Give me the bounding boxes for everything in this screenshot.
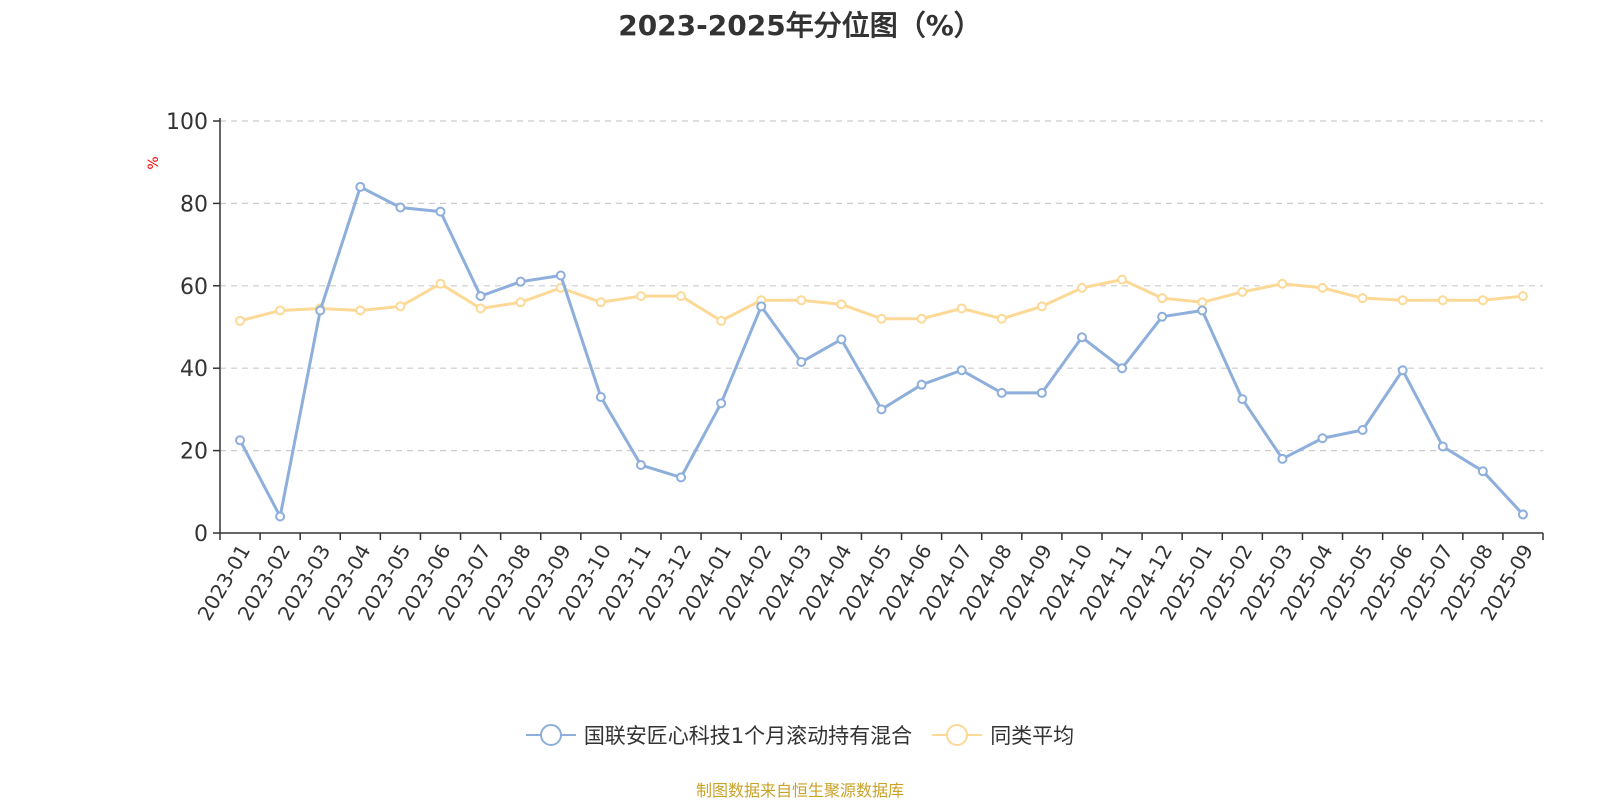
series-2-point [876,313,887,324]
series-1-point [1277,453,1288,464]
legend-item-series-1[interactable]: 国联安匠心科技1个月滚动持有混合 [525,720,913,750]
series-1-point [1197,305,1208,316]
y-tick-label: 40 [180,357,208,382]
series-2 [235,274,1528,326]
y-tick-label: 100 [166,110,208,135]
series-2-point [1357,293,1368,304]
series-2-point [676,291,687,302]
series-1 [235,181,1528,522]
legend-label-series-1: 国联安匠心科技1个月滚动持有混合 [583,724,913,748]
series-2-point [395,301,406,312]
series-1-point [836,334,847,345]
series-1-point [916,379,927,390]
series-2-point [275,305,286,316]
series-2-point [1317,282,1328,293]
series-1-point [1237,394,1248,405]
series-1-point [796,357,807,368]
series-1-point [1317,433,1328,444]
series-1-point [1117,363,1128,374]
legend-line-circle-icon [932,724,983,746]
series-1-point [475,291,486,302]
series-2-point [716,315,727,326]
series-2-point [1197,297,1208,308]
series-2-point [796,295,807,306]
series-2-point [1437,295,1448,306]
series-2-point [1036,301,1047,312]
series-1-point [996,387,1007,398]
axes: 0204060801002023-012023-022023-032023-04… [166,110,1544,625]
series-1-point [1357,425,1368,435]
legend-label-series-2: 同类平均 [990,724,1075,748]
legend-line-circle-icon [525,724,576,746]
series-2-point [1237,286,1248,297]
series-1-point [595,392,606,403]
series-1-point [876,404,887,415]
series-1-line [238,185,1525,519]
gridlines [220,120,1543,452]
y-tick-label: 20 [180,440,208,465]
series-2-point [1076,282,1087,293]
y-axis-unit-label: % [146,156,162,169]
series-1-point [315,305,326,316]
series-2-point [235,315,246,326]
series-2-point [1517,291,1528,302]
series-1-point [1036,387,1047,398]
series-2-point [1277,278,1288,289]
series-1-point [1076,332,1087,343]
series-2-point [1117,274,1128,285]
series-2-point [515,297,526,308]
series-1-point [635,460,646,471]
series-1-point [515,276,526,287]
series-1-point [555,270,566,281]
series-1-point [956,365,967,376]
chart-title: 2023-2025年分位图（%） [618,9,982,42]
series-2-point [836,299,847,310]
series-1-point [756,301,767,312]
series-1-point [235,435,246,446]
series-1-point [1157,311,1168,322]
series-2-point [475,303,486,314]
series-1-point [676,472,687,483]
series-lines [235,181,1528,522]
series-2-point [595,297,606,308]
series-1-point [435,206,446,217]
series-1-point [1437,441,1448,452]
series-2-point [1157,293,1168,304]
series-1-point [395,202,406,213]
legend-item-series-2[interactable]: 同类平均 [932,720,1074,750]
source-note: 制图数据来自恒生聚源数据库 [695,781,904,800]
series-2-point [355,305,366,316]
series-2-point [635,291,646,302]
series-2-point [956,303,967,314]
series-2-point [1477,295,1488,306]
series-2-point [1397,295,1408,306]
series-1-point [1397,365,1408,376]
series-2-point [435,278,446,289]
series-1-point [1517,509,1528,520]
series-1-point [716,398,727,409]
y-tick-label: 0 [194,522,208,547]
series-1-point [275,511,286,522]
y-tick-label: 80 [180,192,208,217]
series-2-point [996,313,1007,324]
series-1-point [1477,466,1488,477]
y-tick-label: 60 [180,275,208,300]
series-1-point [355,181,366,192]
legend: 国联安匠心科技1个月滚动持有混合 同类平均 [0,720,1600,750]
series-2-point [916,313,927,324]
